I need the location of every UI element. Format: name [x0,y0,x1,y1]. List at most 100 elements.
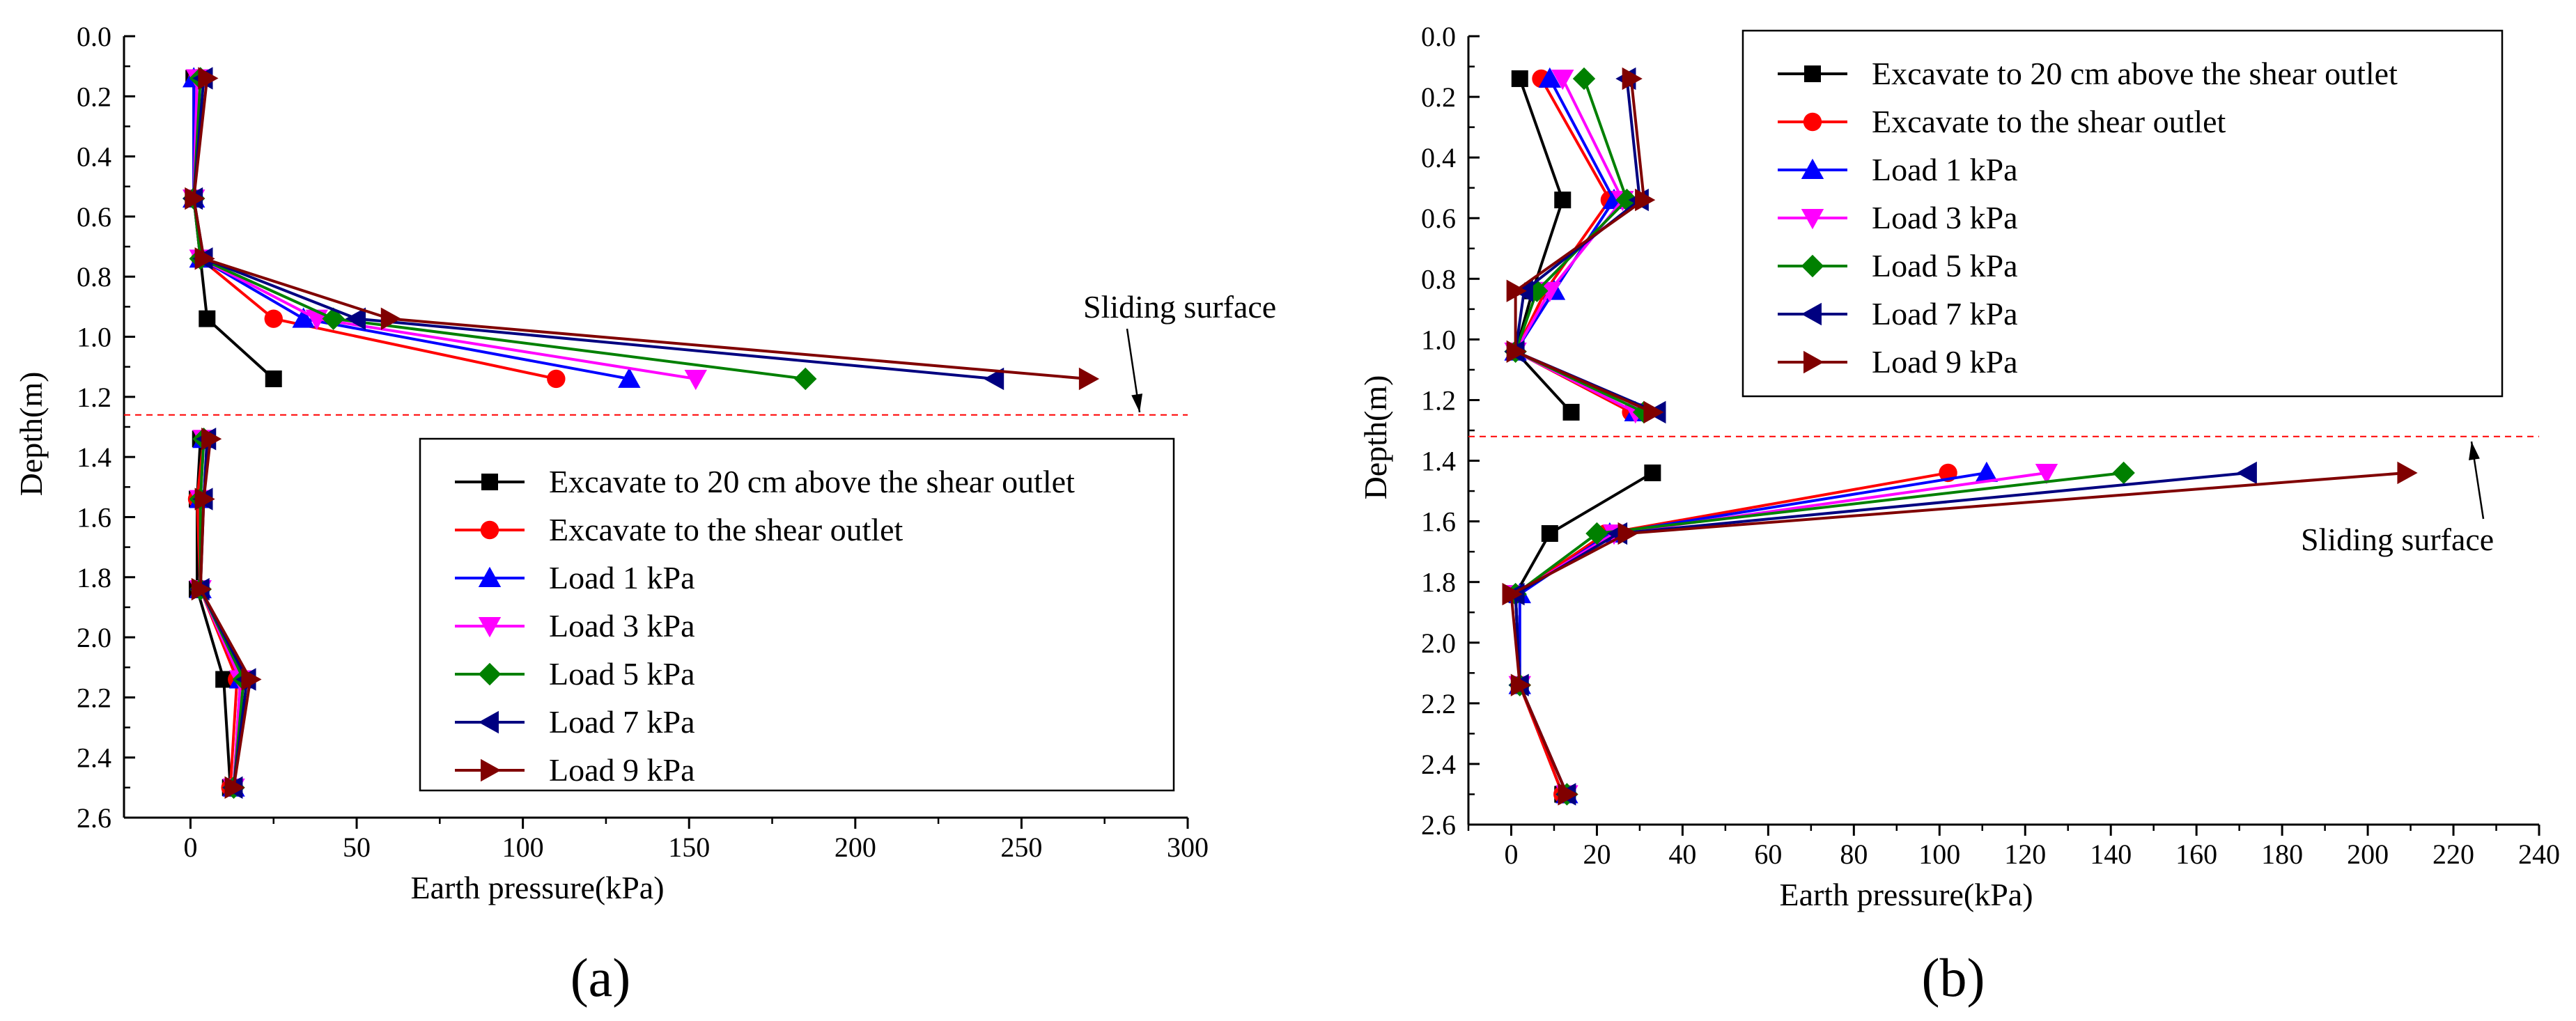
x-tick-label: 200 [835,832,876,863]
data-point [1506,340,1527,363]
data-point [1643,400,1664,424]
legend-swatch-marker [1804,65,1821,82]
legend-swatch-marker [480,520,499,540]
series-line [1514,471,1654,795]
data-point [198,67,219,90]
data-point [1617,522,1638,545]
data-point [1558,783,1578,806]
data-point [199,310,216,327]
x-tick-label: 160 [2175,839,2217,870]
y-tick-label: 2.2 [77,682,111,713]
data-point [194,247,215,270]
x-tick-label: 0 [183,832,197,863]
y-tick-label: 0.8 [77,261,111,293]
legend-entry: Excavate to the shear outlet [1872,104,2226,139]
legend-swatch-marker [478,617,502,638]
series-line [192,78,995,380]
data-point [185,187,205,210]
y-tick-label: 2.4 [1421,749,1456,780]
sliding-surface-label: Sliding surface [2301,522,2494,557]
data-point [984,367,1004,391]
legend: Excavate to 20 cm above the shear outlet… [1741,29,2504,398]
legend-entry: Load 7 kPa [549,704,695,740]
chart-panel-a: 0.0 0.2 0.4 0.6 0.8 1.0 1.2 1.4 1.6 1.8 2.0 2.2 2.4 2… [13,21,1276,1008]
y-tick-label: 1.2 [1421,384,1456,416]
x-tick-label: 220 [2433,839,2474,870]
y-tick-label: 1.8 [1421,567,1456,598]
series-line [1514,471,2124,795]
y-tick-label: 0.4 [1421,142,1456,173]
x-tick-label: 180 [2261,839,2303,870]
series-line [192,78,275,380]
data-point [794,367,817,391]
data-point [1622,67,1643,91]
x-tick-label: 300 [1167,832,1209,863]
data-point [224,776,245,800]
y-tick-label: 2.2 [1421,688,1456,719]
legend-swatch-marker [1803,350,1824,374]
sliding-surface-label: Sliding surface [1083,289,1276,325]
data-point [265,370,282,387]
data-point [1541,525,1558,543]
legend-entry: Excavate to 20 cm above the shear outlet [549,464,1075,499]
data-point [1078,367,1100,391]
legend-entry: Load 5 kPa [1872,248,2018,283]
data-point [618,367,641,388]
legend-entry: Load 1 kPa [549,560,695,595]
legend-swatch-marker [481,474,498,490]
legend-entry: Load 5 kPa [549,656,695,692]
data-point [292,307,315,328]
series-line [1513,77,1632,414]
panel-label: (b) [1922,947,1985,1008]
data-point [1562,403,1580,421]
series-6 [1502,67,2418,806]
series-line [1510,471,2407,795]
x-tick-label: 0 [1504,839,1518,870]
x-tick-label: 60 [1754,839,1782,870]
y-axis-label: Depth(m) [13,372,49,497]
legend-box [1741,29,2504,398]
data-point [1506,279,1527,302]
y-tick-label: 0.4 [77,141,111,173]
data-point [1511,70,1528,87]
y-tick-label: 2.4 [77,742,111,774]
y-tick-label: 2.0 [1421,628,1456,659]
data-point [2236,461,2257,485]
y-tick-label: 2.6 [1421,809,1456,841]
legend-swatch-marker [1801,209,1824,230]
x-tick-label: 240 [2518,839,2560,870]
x-tick-label: 100 [1918,839,1960,870]
x-tick-label: 140 [2090,839,2132,870]
data-point [1554,192,1572,209]
data-point [684,369,707,391]
legend-entry: Load 3 kPa [549,608,695,644]
y-tick-label: 0.8 [1421,263,1456,295]
data-point [194,488,215,510]
legend-swatch-marker [478,710,499,734]
legend-entry: Load 9 kPa [1872,344,2018,380]
data-point [1975,461,1999,482]
x-axis-label: Earth pressure(kPa) [410,870,664,905]
data-point [1572,67,1596,91]
data-point [1635,188,1656,212]
y-tick-label: 2.6 [77,802,111,834]
y-tick-label: 2.0 [77,622,111,653]
legend-entry: Load 9 kPa [549,752,695,788]
series-6 [185,67,1100,800]
x-tick-label: 150 [668,832,710,863]
panel-label: (a) [571,947,631,1008]
y-tick-label: 0.2 [77,81,111,112]
x-tick-label: 100 [502,832,544,863]
y-axis-label: Depth(m) [1358,375,1393,500]
x-tick-label: 80 [1840,839,1868,870]
chart-panel-b: 0.0 0.2 0.4 0.6 0.8 1.0 1.2 1.4 1.6 1.8 2.0 2.2 2.4 2… [1358,21,2560,1008]
data-point [547,369,566,389]
annotation-arrow-head [1131,393,1143,412]
y-tick-label: 1.6 [77,501,111,533]
legend-swatch-marker [1803,112,1822,132]
annotation-arrow-head [2469,442,2480,460]
legend-swatch-marker [481,758,502,782]
data-point [1585,522,1608,545]
y-tick-label: 0.2 [1421,81,1456,113]
